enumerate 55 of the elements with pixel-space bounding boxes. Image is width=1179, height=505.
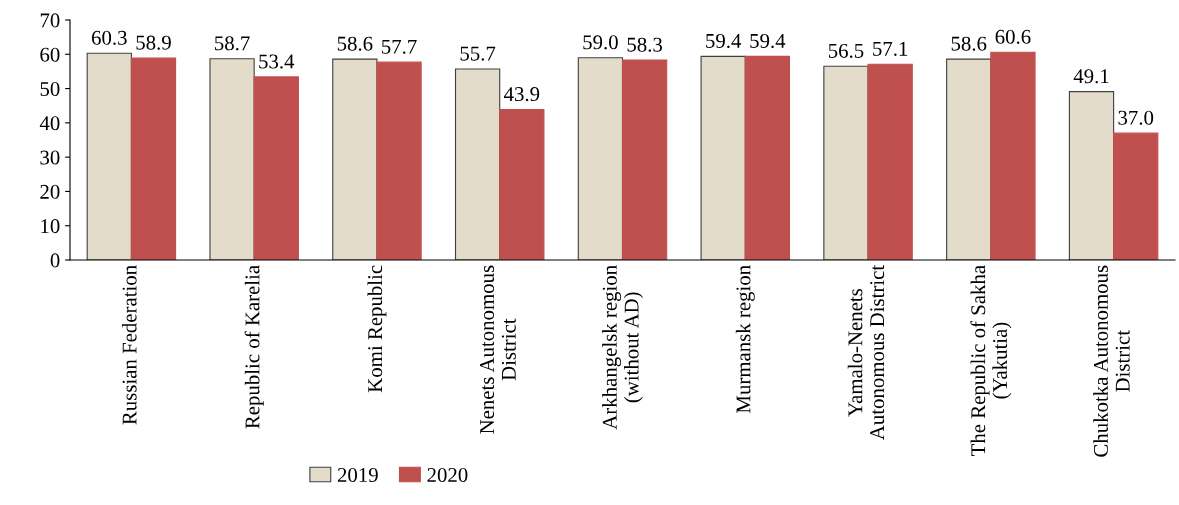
data-label: 57.1: [873, 41, 908, 56]
legend-label: 2020: [427, 467, 468, 483]
data-label: 49.1: [1073, 69, 1109, 84]
bar: [209, 58, 255, 260]
bar: [332, 58, 378, 260]
bar: [990, 51, 1036, 260]
bar: [621, 59, 668, 260]
data-label: 56.5: [828, 43, 864, 58]
data-label: 60.6: [995, 29, 1031, 44]
data-label: 58.6: [337, 36, 373, 51]
x-tick-label: Republic of Karelia: [244, 265, 264, 429]
y-tick-label: 30: [40, 150, 60, 165]
bar: [1068, 91, 1115, 260]
data-label: 59.0: [583, 35, 618, 50]
bar: [253, 76, 299, 260]
data-label: 59.4: [706, 33, 742, 49]
bar: [86, 52, 132, 260]
y-tick-label: 0: [50, 253, 60, 268]
data-label: 55.7: [460, 46, 496, 61]
y-tick-label: 70: [40, 13, 60, 28]
data-label: 58.9: [136, 35, 171, 50]
data-label: 43.9: [504, 87, 540, 102]
bar: [499, 108, 545, 260]
x-tick-label: The Republic of Sakha (Yakutia): [970, 265, 1012, 456]
bar: [946, 58, 992, 260]
data-label: 58.7: [215, 36, 250, 51]
y-tick-label: 50: [40, 81, 60, 96]
bar: [744, 55, 791, 260]
bar: [577, 57, 624, 260]
bar: [700, 55, 746, 260]
x-tick-label: Murmansk region: [735, 265, 755, 413]
data-label: 57.7: [382, 39, 417, 54]
x-tick-label: Yamalo-Nenets Autonomous District: [847, 264, 885, 440]
data-label: 58.6: [951, 36, 987, 51]
y-tick-label: 40: [39, 116, 60, 131]
x-tick-label: Komi Republic: [367, 265, 387, 393]
bar: [1113, 132, 1159, 260]
y-tick-label: 10: [41, 219, 60, 234]
bar: [376, 61, 422, 260]
bar: [867, 63, 913, 260]
x-tick-label: Chukotka Autonomous District: [1093, 265, 1130, 457]
y-tick-label: 20: [40, 184, 60, 199]
bar: [454, 68, 501, 260]
x-tick-label: Nenets Autonomous District: [480, 265, 516, 434]
x-tick-label: Russian Federation: [121, 265, 137, 425]
data-label: 60.3: [91, 30, 127, 45]
legend-label: 2019: [337, 467, 378, 483]
bar: [130, 57, 177, 260]
data-label: 53.4: [259, 54, 295, 69]
x-tick-label: Arkhangelsk region (without AD): [602, 265, 643, 430]
y-tick-label: 60: [40, 47, 60, 62]
bar: [823, 65, 869, 260]
data-label: 59.4: [750, 33, 786, 49]
data-label: 58.3: [627, 37, 663, 52]
data-label: 37.0: [1118, 110, 1154, 125]
